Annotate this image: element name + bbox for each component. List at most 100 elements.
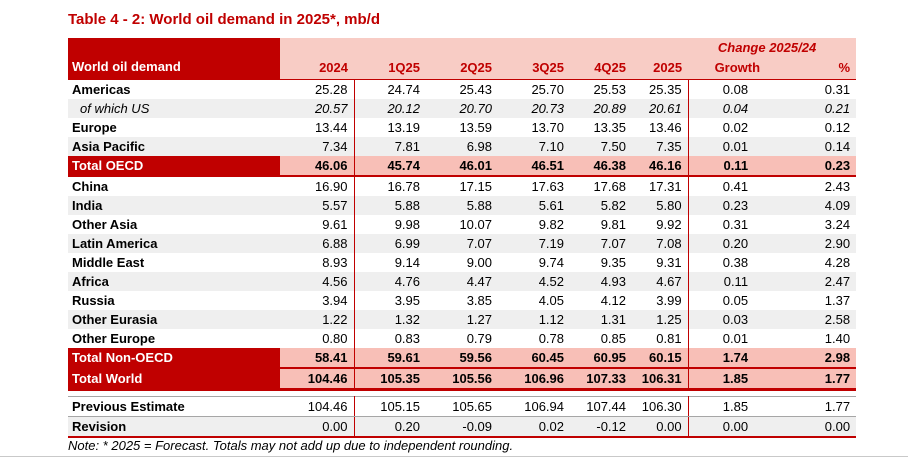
cell-pct: 0.21 <box>770 99 857 118</box>
cell-2q25: -0.09 <box>426 416 498 438</box>
row-label: India <box>68 196 280 215</box>
table-row: Other Eurasia 1.22 1.32 1.27 1.12 1.31 1.25 0.0… <box>68 310 857 329</box>
table-row: Middle East 8.93 9.14 9.00 9.74 9.35 9.31 0.38 4… <box>68 253 857 272</box>
cell-2024: 9.61 <box>280 215 355 234</box>
cell-2024: 1.22 <box>280 310 355 329</box>
cell-2q25: 10.07 <box>426 215 498 234</box>
cell-1q25: 20.12 <box>354 99 426 118</box>
cell-2024: 0.00 <box>280 416 355 438</box>
cell-2024: 7.34 <box>280 137 355 156</box>
column-header-4q25: 4Q25 <box>570 55 632 80</box>
cell-1q25: 13.19 <box>354 118 426 137</box>
cell-2q25: 105.65 <box>426 396 498 417</box>
oil-demand-table: World oil demand Change 2025/24 2024 1Q2… <box>68 38 857 438</box>
cell-growth: 1.74 <box>688 348 771 369</box>
cell-2q25: 105.56 <box>426 368 498 391</box>
cell-2q25: 5.88 <box>426 196 498 215</box>
cell-4q25: 0.85 <box>570 329 632 348</box>
cell-growth: 0.20 <box>688 234 771 253</box>
row-label: Other Europe <box>68 329 280 348</box>
column-header-percent: % <box>770 55 857 80</box>
cell-2024: 46.06 <box>280 156 355 177</box>
cell-growth: 0.01 <box>688 137 771 156</box>
cell-2025: 4.67 <box>632 272 689 291</box>
cell-pct: 2.58 <box>770 310 857 329</box>
row-label: Middle East <box>68 253 280 272</box>
cell-growth: 0.03 <box>688 310 771 329</box>
header-row-change: World oil demand Change 2025/24 <box>68 38 857 80</box>
cell-1q25: 4.76 <box>354 272 426 291</box>
column-header-2025: 2025 <box>632 55 689 80</box>
row-label: Africa <box>68 272 280 291</box>
cell-2q25: 59.56 <box>426 348 498 369</box>
cell-2024: 4.56 <box>280 272 355 291</box>
cell-4q25: 9.35 <box>570 253 632 272</box>
cell-3q25: 9.74 <box>498 253 570 272</box>
table-row: Other Europe 0.80 0.83 0.79 0.78 0.85 0.81 0.01… <box>68 329 857 348</box>
table-row: Europe 13.44 13.19 13.59 13.70 13.35 13.46 0.02… <box>68 118 857 137</box>
cell-2024: 3.94 <box>280 291 355 310</box>
cell-3q25: 60.45 <box>498 348 570 369</box>
cell-1q25: 105.35 <box>354 368 426 391</box>
row-label: Total Non-OECD <box>68 348 280 369</box>
cell-2025: 17.31 <box>632 176 689 196</box>
cell-pct: 1.37 <box>770 291 857 310</box>
cell-3q25: 106.94 <box>498 396 570 417</box>
cell-4q25: 107.44 <box>570 396 632 417</box>
table-row: Americas 25.28 24.74 25.43 25.70 25.53 25.35 0.… <box>68 79 857 99</box>
footnote: Note: * 2025 = Forecast. Totals may not … <box>68 438 514 453</box>
cell-4q25: 4.12 <box>570 291 632 310</box>
table-row: of which US 20.57 20.12 20.70 20.73 20.89 20.6… <box>68 99 857 118</box>
cell-2025: 20.61 <box>632 99 689 118</box>
cell-3q25: 5.61 <box>498 196 570 215</box>
row-label: Americas <box>68 79 280 99</box>
cell-4q25: 25.53 <box>570 79 632 99</box>
row-label: Asia Pacific <box>68 137 280 156</box>
cell-1q25: 45.74 <box>354 156 426 177</box>
cell-2025: 106.30 <box>632 396 689 417</box>
row-label: Other Asia <box>68 215 280 234</box>
cell-4q25: 7.07 <box>570 234 632 253</box>
cell-2025: 5.80 <box>632 196 689 215</box>
cell-pct: 2.47 <box>770 272 857 291</box>
row-label: Previous Estimate <box>68 396 280 417</box>
cell-2025: 25.35 <box>632 79 689 99</box>
table-row: Latin America 6.88 6.99 7.07 7.19 7.07 7.08 0.2… <box>68 234 857 253</box>
cell-2025: 106.31 <box>632 368 689 391</box>
cell-3q25: 46.51 <box>498 156 570 177</box>
cell-2025: 7.08 <box>632 234 689 253</box>
cell-2q25: 3.85 <box>426 291 498 310</box>
table-row: Africa 4.56 4.76 4.47 4.52 4.93 4.67 0.11 2.47 <box>68 272 857 291</box>
cell-2025: 60.15 <box>632 348 689 369</box>
table-row: Previous Estimate 104.46 105.15 105.65 106.9… <box>68 396 857 417</box>
cell-3q25: 4.05 <box>498 291 570 310</box>
table-row: Revision 0.00 0.20 -0.09 0.02 -0.12 0.00 0.00 0.… <box>68 416 857 438</box>
cell-3q25: 0.78 <box>498 329 570 348</box>
cell-pct: 2.90 <box>770 234 857 253</box>
cell-1q25: 9.98 <box>354 215 426 234</box>
cell-growth: 0.11 <box>688 272 771 291</box>
table-body: Americas 25.28 24.74 25.43 25.70 25.53 25.35 0.… <box>68 79 857 438</box>
cell-3q25: 7.19 <box>498 234 570 253</box>
cell-2025: 3.99 <box>632 291 689 310</box>
cell-growth: 0.02 <box>688 118 771 137</box>
cell-2q25: 4.47 <box>426 272 498 291</box>
row-spacer <box>68 389 857 397</box>
cell-3q25: 17.63 <box>498 176 570 196</box>
cell-1q25: 105.15 <box>354 396 426 417</box>
cell-3q25: 7.10 <box>498 137 570 156</box>
cell-3q25: 25.70 <box>498 79 570 99</box>
cell-1q25: 6.99 <box>354 234 426 253</box>
cell-1q25: 9.14 <box>354 253 426 272</box>
column-header-2q25: 2Q25 <box>426 55 498 80</box>
cell-1q25: 5.88 <box>354 196 426 215</box>
cell-3q25: 4.52 <box>498 272 570 291</box>
column-header-1q25: 1Q25 <box>354 55 426 80</box>
cell-2024: 6.88 <box>280 234 355 253</box>
cell-4q25: 5.82 <box>570 196 632 215</box>
cell-pct: 4.09 <box>770 196 857 215</box>
cell-2q25: 7.07 <box>426 234 498 253</box>
cell-2025: 7.35 <box>632 137 689 156</box>
cell-growth: 0.05 <box>688 291 771 310</box>
